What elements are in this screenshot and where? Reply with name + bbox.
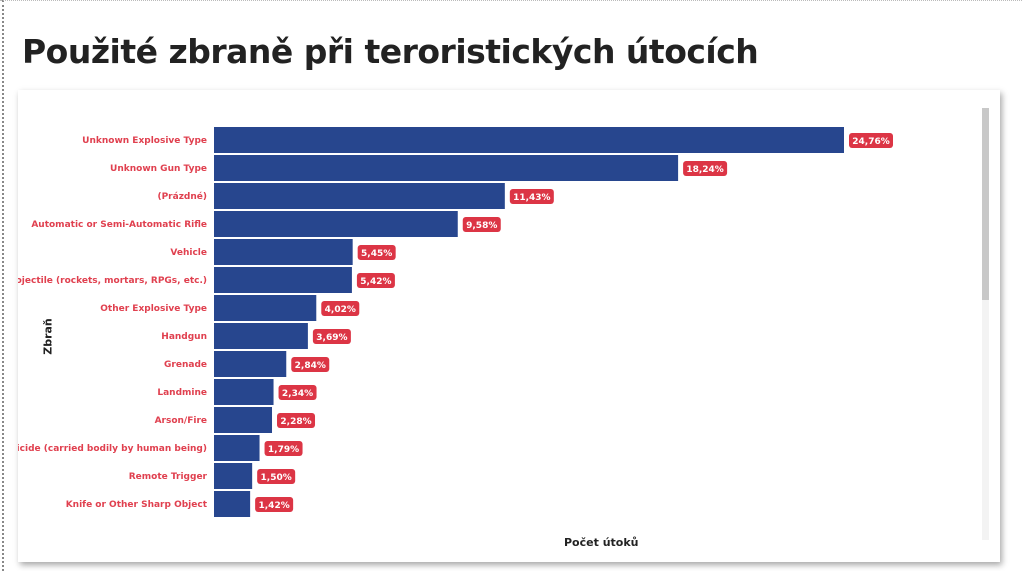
bar[interactable]	[214, 407, 273, 433]
category-label: Unknown Gun Type	[110, 164, 207, 174]
y-axis-title: Zbraň	[41, 318, 55, 355]
bar-chart: Unknown Explosive Type 24,76% Unknown Gun …	[18, 127, 893, 517]
data-label-badge	[278, 385, 317, 400]
bar[interactable]	[214, 239, 353, 265]
data-label: 9,58%	[466, 221, 497, 231]
data-label: 4,02%	[325, 305, 356, 315]
bar[interactable]	[214, 267, 352, 293]
data-label: 2,34%	[282, 389, 313, 399]
data-label: 1,50%	[261, 473, 292, 483]
scrollbar[interactable]	[982, 108, 989, 540]
data-label-badge	[357, 245, 396, 260]
category-label: Automatic or Semi-Automatic Rifle	[31, 220, 207, 230]
data-label-badge	[312, 329, 351, 344]
data-label: 5,45%	[361, 249, 392, 259]
canvas-border-left	[2, 0, 7, 571]
data-label: 11,43%	[513, 193, 551, 203]
category-label: Knife or Other Sharp Object	[66, 500, 208, 510]
data-label-badge	[264, 441, 303, 456]
bar[interactable]	[214, 155, 679, 181]
category-label: Other Explosive Type	[100, 304, 207, 314]
data-label-badge	[356, 273, 395, 288]
bar[interactable]	[214, 211, 458, 237]
category-label: Unknown Explosive Type	[82, 136, 207, 146]
category-label: Vehicle	[170, 248, 207, 258]
data-label: 5,42%	[360, 277, 391, 287]
bar[interactable]	[214, 295, 317, 321]
bar[interactable]	[214, 491, 251, 517]
data-label-badge	[462, 217, 501, 232]
bar[interactable]	[214, 435, 260, 461]
bar[interactable]	[214, 351, 287, 377]
bar[interactable]	[214, 323, 308, 349]
canvas-border-top	[0, 0, 1022, 2]
data-label-badge	[849, 133, 893, 148]
data-label: 1,42%	[259, 501, 290, 511]
scrollbar-thumb[interactable]	[982, 108, 989, 300]
data-label-badge	[683, 161, 728, 176]
data-label: 2,84%	[295, 361, 326, 371]
category-label: (Prázdné)	[157, 191, 207, 202]
category-label: Landmine	[157, 388, 207, 398]
category-label: Projectile (rockets, mortars, RPGs, etc.…	[18, 276, 207, 286]
category-label: Remote Trigger	[129, 472, 208, 482]
data-label-badge	[277, 413, 316, 428]
page-title: Použité zbraně při teroristických útocíc…	[22, 32, 759, 71]
data-label-badge	[321, 301, 360, 316]
data-label: 1,79%	[268, 445, 299, 455]
data-label: 3,69%	[316, 333, 347, 343]
data-label: 24,76%	[852, 137, 890, 147]
category-label: Suicide (carried bodily by human being)	[18, 444, 207, 454]
data-label-badge	[291, 357, 330, 372]
chart-visual[interactable]: Unknown Explosive Type 24,76% Unknown Gun …	[18, 90, 1000, 562]
bar[interactable]	[214, 463, 253, 489]
data-label-badge	[255, 497, 294, 512]
data-label: 2,28%	[280, 417, 311, 427]
bar[interactable]	[214, 183, 505, 209]
bar[interactable]	[214, 127, 844, 153]
category-label: Arson/Fire	[155, 416, 207, 426]
category-label: Handgun	[161, 332, 207, 342]
x-axis-title: Počet útoků	[564, 536, 639, 549]
category-label: Grenade	[164, 360, 207, 370]
data-label-badge	[257, 469, 296, 484]
bar[interactable]	[214, 379, 274, 405]
data-label-badge	[509, 189, 554, 204]
data-label: 18,24%	[686, 165, 724, 175]
